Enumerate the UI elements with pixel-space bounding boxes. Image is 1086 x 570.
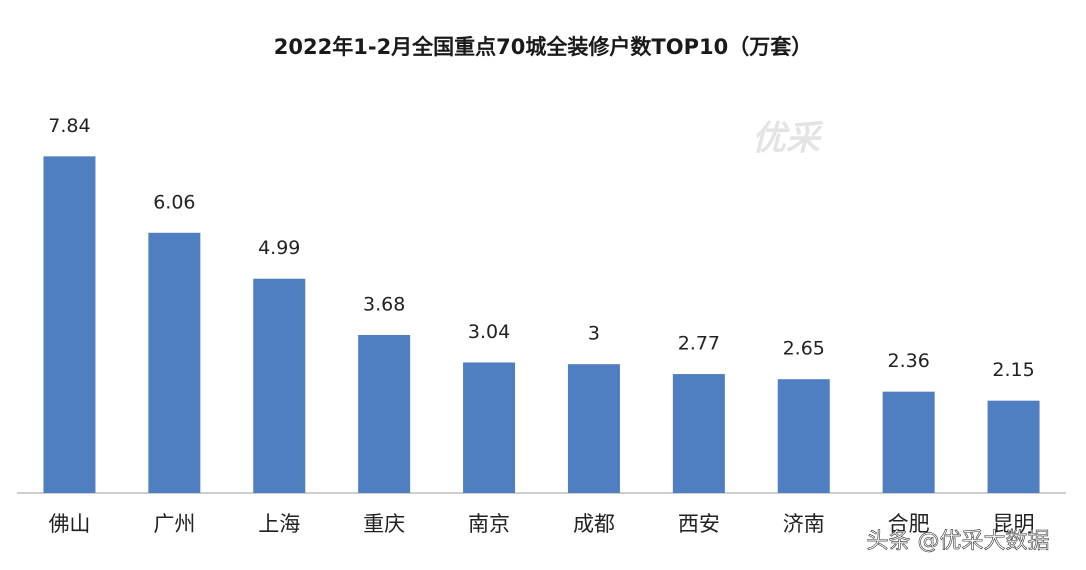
bar <box>358 334 411 493</box>
x-tick-label: 重庆 <box>363 512 405 536</box>
value-label: 2.36 <box>887 350 929 372</box>
bar <box>43 156 96 493</box>
logo: 优采 <box>752 119 824 159</box>
value-label: 3 <box>588 323 600 345</box>
bar <box>882 391 935 493</box>
x-tick-label: 成都 <box>573 512 615 536</box>
x-tick-label: 上海 <box>258 512 300 536</box>
bar <box>567 364 620 493</box>
bar <box>777 379 830 493</box>
value-label: 2.15 <box>992 359 1034 381</box>
chart-title: 2022年1-2月全国重点70城全装修户数TOP10（万套） <box>274 35 812 59</box>
value-label: 2.65 <box>783 338 825 360</box>
x-tick-label: 济南 <box>783 512 825 536</box>
x-tick-label: 南京 <box>468 512 510 536</box>
bar <box>148 232 201 493</box>
bar <box>463 362 516 493</box>
value-label: 4.99 <box>258 237 300 259</box>
value-label: 2.77 <box>678 333 720 355</box>
x-tick-label: 西安 <box>678 512 720 536</box>
x-tick-label: 广州 <box>153 512 195 536</box>
x-tick-label: 昆明 <box>993 512 1035 536</box>
value-label: 3.68 <box>363 293 405 315</box>
value-label: 7.84 <box>48 115 90 137</box>
bar <box>987 400 1040 493</box>
bar <box>672 374 725 493</box>
value-label: 3.04 <box>468 321 510 343</box>
value-label: 6.06 <box>153 191 195 213</box>
x-tick-label: 佛山 <box>48 512 90 536</box>
bar <box>253 278 306 493</box>
watermark: 头条 @优采大数据 <box>867 529 1050 554</box>
x-tick-label: 合肥 <box>888 512 930 536</box>
